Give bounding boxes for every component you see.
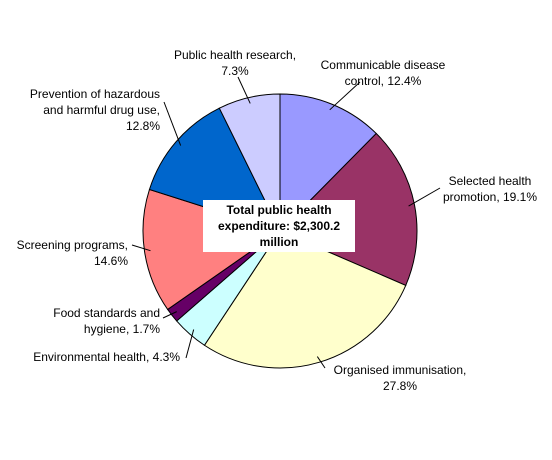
pie-slice bbox=[218, 93, 281, 232]
slice-label: Communicable disease control, 12.4% bbox=[318, 57, 448, 89]
leader-line bbox=[163, 101, 182, 146]
pie-slice bbox=[203, 230, 407, 369]
category-label: Food standards and hygiene, bbox=[53, 306, 160, 336]
slice-label: Environmental health, 4.3% bbox=[30, 349, 180, 365]
value-label: 7.3% bbox=[221, 64, 249, 78]
slice-label: Selected health promotion, 19.1% bbox=[430, 173, 550, 205]
category-label: Environmental health, bbox=[33, 350, 150, 364]
value-label: 19.1% bbox=[503, 190, 538, 204]
leader-line bbox=[131, 244, 151, 252]
category-label: Screening programs, bbox=[16, 238, 128, 252]
category-label: Selected health promotion, bbox=[442, 174, 532, 204]
value-label: 12.8% bbox=[125, 119, 160, 133]
value-label: 14.6% bbox=[93, 254, 128, 268]
leader-line bbox=[185, 329, 195, 359]
leader-line bbox=[408, 187, 441, 207]
center-label: Total public health expenditure: $2,300.… bbox=[203, 200, 355, 252]
leader-line bbox=[237, 76, 251, 104]
slice-label: Public health research, 7.3% bbox=[165, 47, 305, 79]
category-label: Public health research, bbox=[173, 48, 297, 62]
value-label: 1.7% bbox=[132, 322, 160, 336]
slice-label: Screening programs, 14.6% bbox=[0, 237, 128, 269]
leader-line bbox=[162, 311, 177, 319]
pie-slice bbox=[279, 93, 377, 233]
slice-label: Food standards and hygiene, 1.7% bbox=[20, 305, 160, 337]
leader-line bbox=[329, 81, 361, 111]
category-label: Organised immunisation, bbox=[333, 363, 467, 377]
value-label: 27.8% bbox=[382, 379, 418, 393]
leader-line bbox=[316, 356, 326, 369]
category-label: Communicable disease control, bbox=[320, 58, 446, 88]
value-label: 12.4% bbox=[387, 74, 422, 88]
value-label: 4.3% bbox=[152, 350, 180, 364]
slice-label: Organised immunisation, 27.8% bbox=[330, 362, 470, 394]
category-label: Prevention of hazardous and harmful drug… bbox=[29, 87, 160, 117]
slice-label: Prevention of hazardous and harmful drug… bbox=[10, 86, 160, 134]
